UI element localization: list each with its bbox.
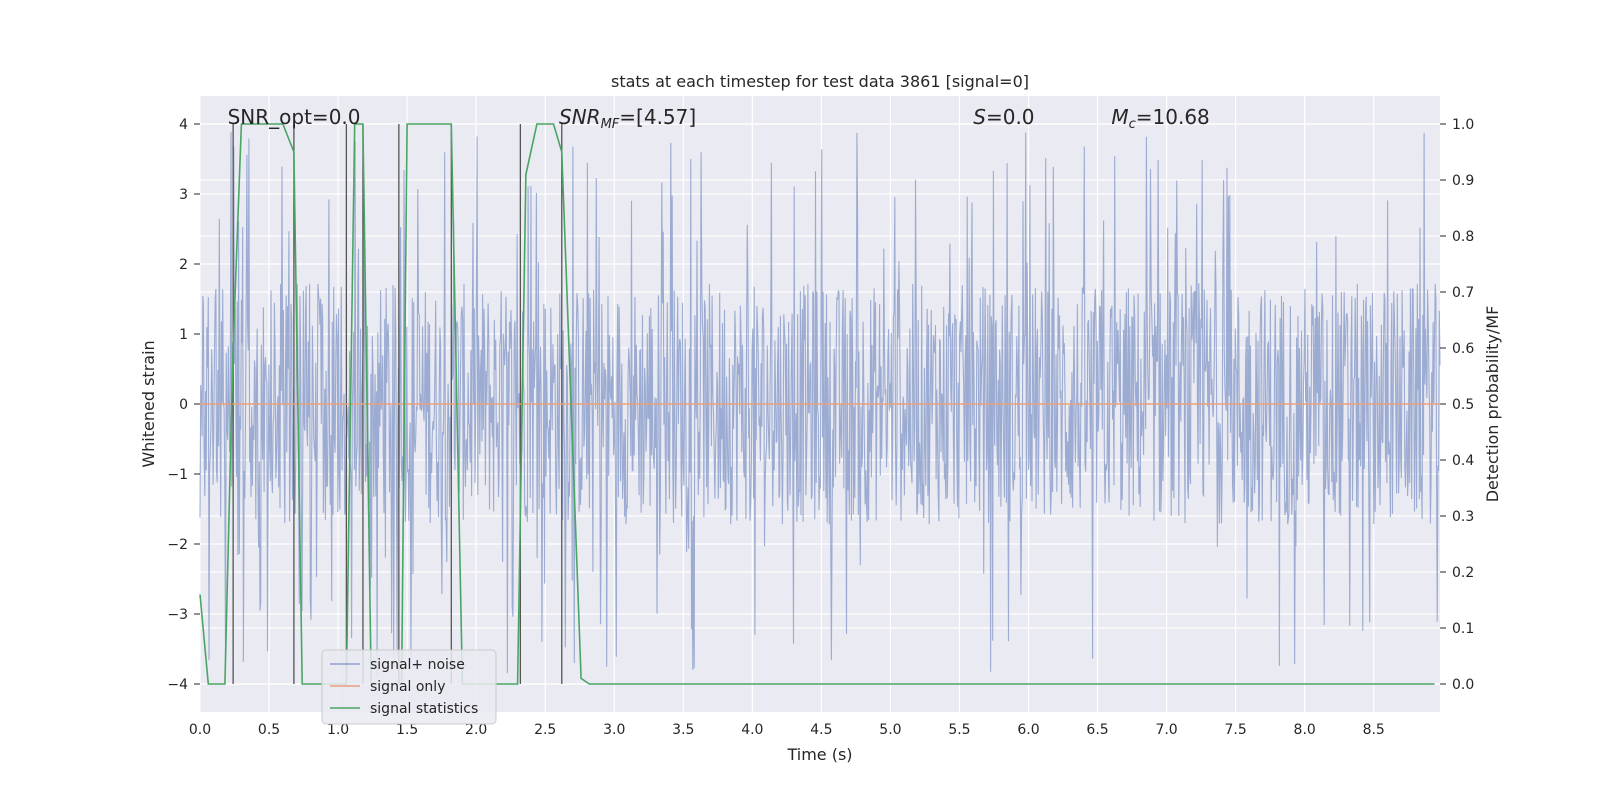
- x-tick-label: 2.0: [465, 722, 487, 738]
- y2-tick-label: 0.6: [1452, 341, 1474, 357]
- x-tick-label: 3.5: [672, 722, 694, 738]
- chart-title: stats at each timestep for test data 386…: [611, 72, 1029, 91]
- x-tick-label: 4.0: [741, 722, 763, 738]
- y2-tick-label: 0.0: [1452, 677, 1474, 693]
- ticks: 0.0 0.5 1.0 1.5 2.0 2.5 3.0 3.5 4.0 4.5 5.0 5.5 6.0 6…: [167, 117, 1474, 738]
- y2-tick-label: 0.1: [1452, 621, 1474, 637]
- y-tick-label: −4: [167, 677, 188, 693]
- series-signal-noise: [199, 131, 1441, 676]
- y-tick-label: 1: [179, 327, 188, 343]
- legend-entry: signal statistics: [370, 701, 478, 717]
- x-tick-label: 1.0: [327, 722, 349, 738]
- y2-tick-label: 1.0: [1452, 117, 1474, 133]
- x-tick-label: 5.5: [948, 722, 970, 738]
- x-tick-label: 7.5: [1225, 722, 1247, 738]
- y-tick-label: −3: [167, 607, 188, 623]
- legend: signal+ noise signal only signal statistic…: [321, 649, 497, 725]
- x-tick-label: 6.5: [1086, 722, 1108, 738]
- x-tick-label: 8.5: [1363, 722, 1385, 738]
- y2-tick-label: 0.2: [1452, 565, 1474, 581]
- y2-tick-label: 0.7: [1452, 285, 1474, 301]
- annotation-2: S=0.0: [973, 105, 1034, 129]
- y2-tick-label: 0.3: [1452, 509, 1474, 525]
- x-tick-label: 2.5: [534, 722, 556, 738]
- y-tick-label: −1: [167, 467, 188, 483]
- annotation-3: Mc=10.68: [1111, 105, 1209, 132]
- y-tick-label: 0: [179, 397, 188, 413]
- x-tick-label: 0.5: [258, 722, 280, 738]
- x-tick-label: 1.5: [396, 722, 418, 738]
- y2-axis-label: Detection probability/MF: [1483, 306, 1502, 503]
- y2-tick-label: 0.4: [1452, 453, 1474, 469]
- y2-tick-label: 0.9: [1452, 173, 1474, 189]
- x-tick-label: 6.0: [1017, 722, 1039, 738]
- annotation-0: SNR_opt=0.0: [228, 105, 361, 129]
- y-tick-label: 2: [179, 257, 188, 273]
- x-tick-label: 4.5: [810, 722, 832, 738]
- legend-entry: signal+ noise: [370, 657, 465, 673]
- y-tick-label: −2: [167, 537, 188, 553]
- y-tick-label: 4: [179, 117, 188, 133]
- x-tick-label: 0.0: [189, 722, 211, 738]
- annotation-1: SNRMF=[4.57]: [559, 105, 696, 132]
- x-tick-label: 3.0: [603, 722, 625, 738]
- legend-entry: signal only: [370, 679, 445, 695]
- y2-tick-label: 0.5: [1452, 397, 1474, 413]
- x-tick-label: 7.0: [1155, 722, 1177, 738]
- x-tick-label: 8.0: [1294, 722, 1316, 738]
- y-tick-label: 3: [179, 187, 188, 203]
- legend-box: [321, 649, 497, 725]
- y2-tick-label: 0.8: [1452, 229, 1474, 245]
- x-tick-label: 5.0: [879, 722, 901, 738]
- x-axis-label: Time (s): [786, 745, 852, 764]
- annotations: SNR_opt=0.0 SNRMF=[4.57] S=0.0 Mc=10.68: [228, 105, 1210, 132]
- y-axis-label: Whitened strain: [139, 340, 158, 467]
- signal-noise-line: [199, 131, 1441, 676]
